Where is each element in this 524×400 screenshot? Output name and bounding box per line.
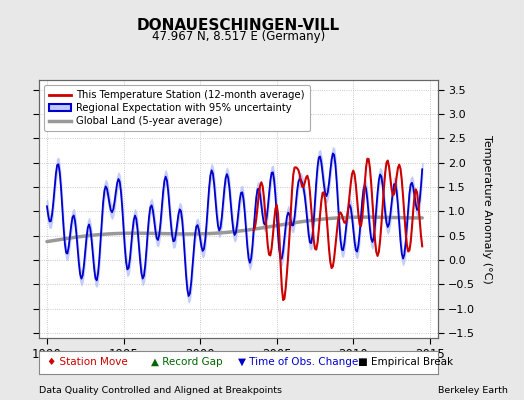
Text: ▲ Record Gap: ▲ Record Gap: [151, 358, 222, 367]
Text: Data Quality Controlled and Aligned at Breakpoints: Data Quality Controlled and Aligned at B…: [39, 386, 282, 395]
Text: DONAUESCHINGEN-VILL: DONAUESCHINGEN-VILL: [137, 18, 340, 33]
Y-axis label: Temperature Anomaly (°C): Temperature Anomaly (°C): [482, 135, 492, 283]
Text: 47.967 N, 8.517 E (Germany): 47.967 N, 8.517 E (Germany): [152, 30, 325, 43]
Text: ▼ Time of Obs. Change: ▼ Time of Obs. Change: [238, 358, 358, 367]
Text: ■ Empirical Break: ■ Empirical Break: [358, 358, 453, 367]
Text: ♦ Station Move: ♦ Station Move: [47, 358, 128, 367]
Legend: This Temperature Station (12-month average), Regional Expectation with 95% uncer: This Temperature Station (12-month avera…: [45, 85, 310, 131]
Text: Berkeley Earth: Berkeley Earth: [438, 386, 507, 395]
